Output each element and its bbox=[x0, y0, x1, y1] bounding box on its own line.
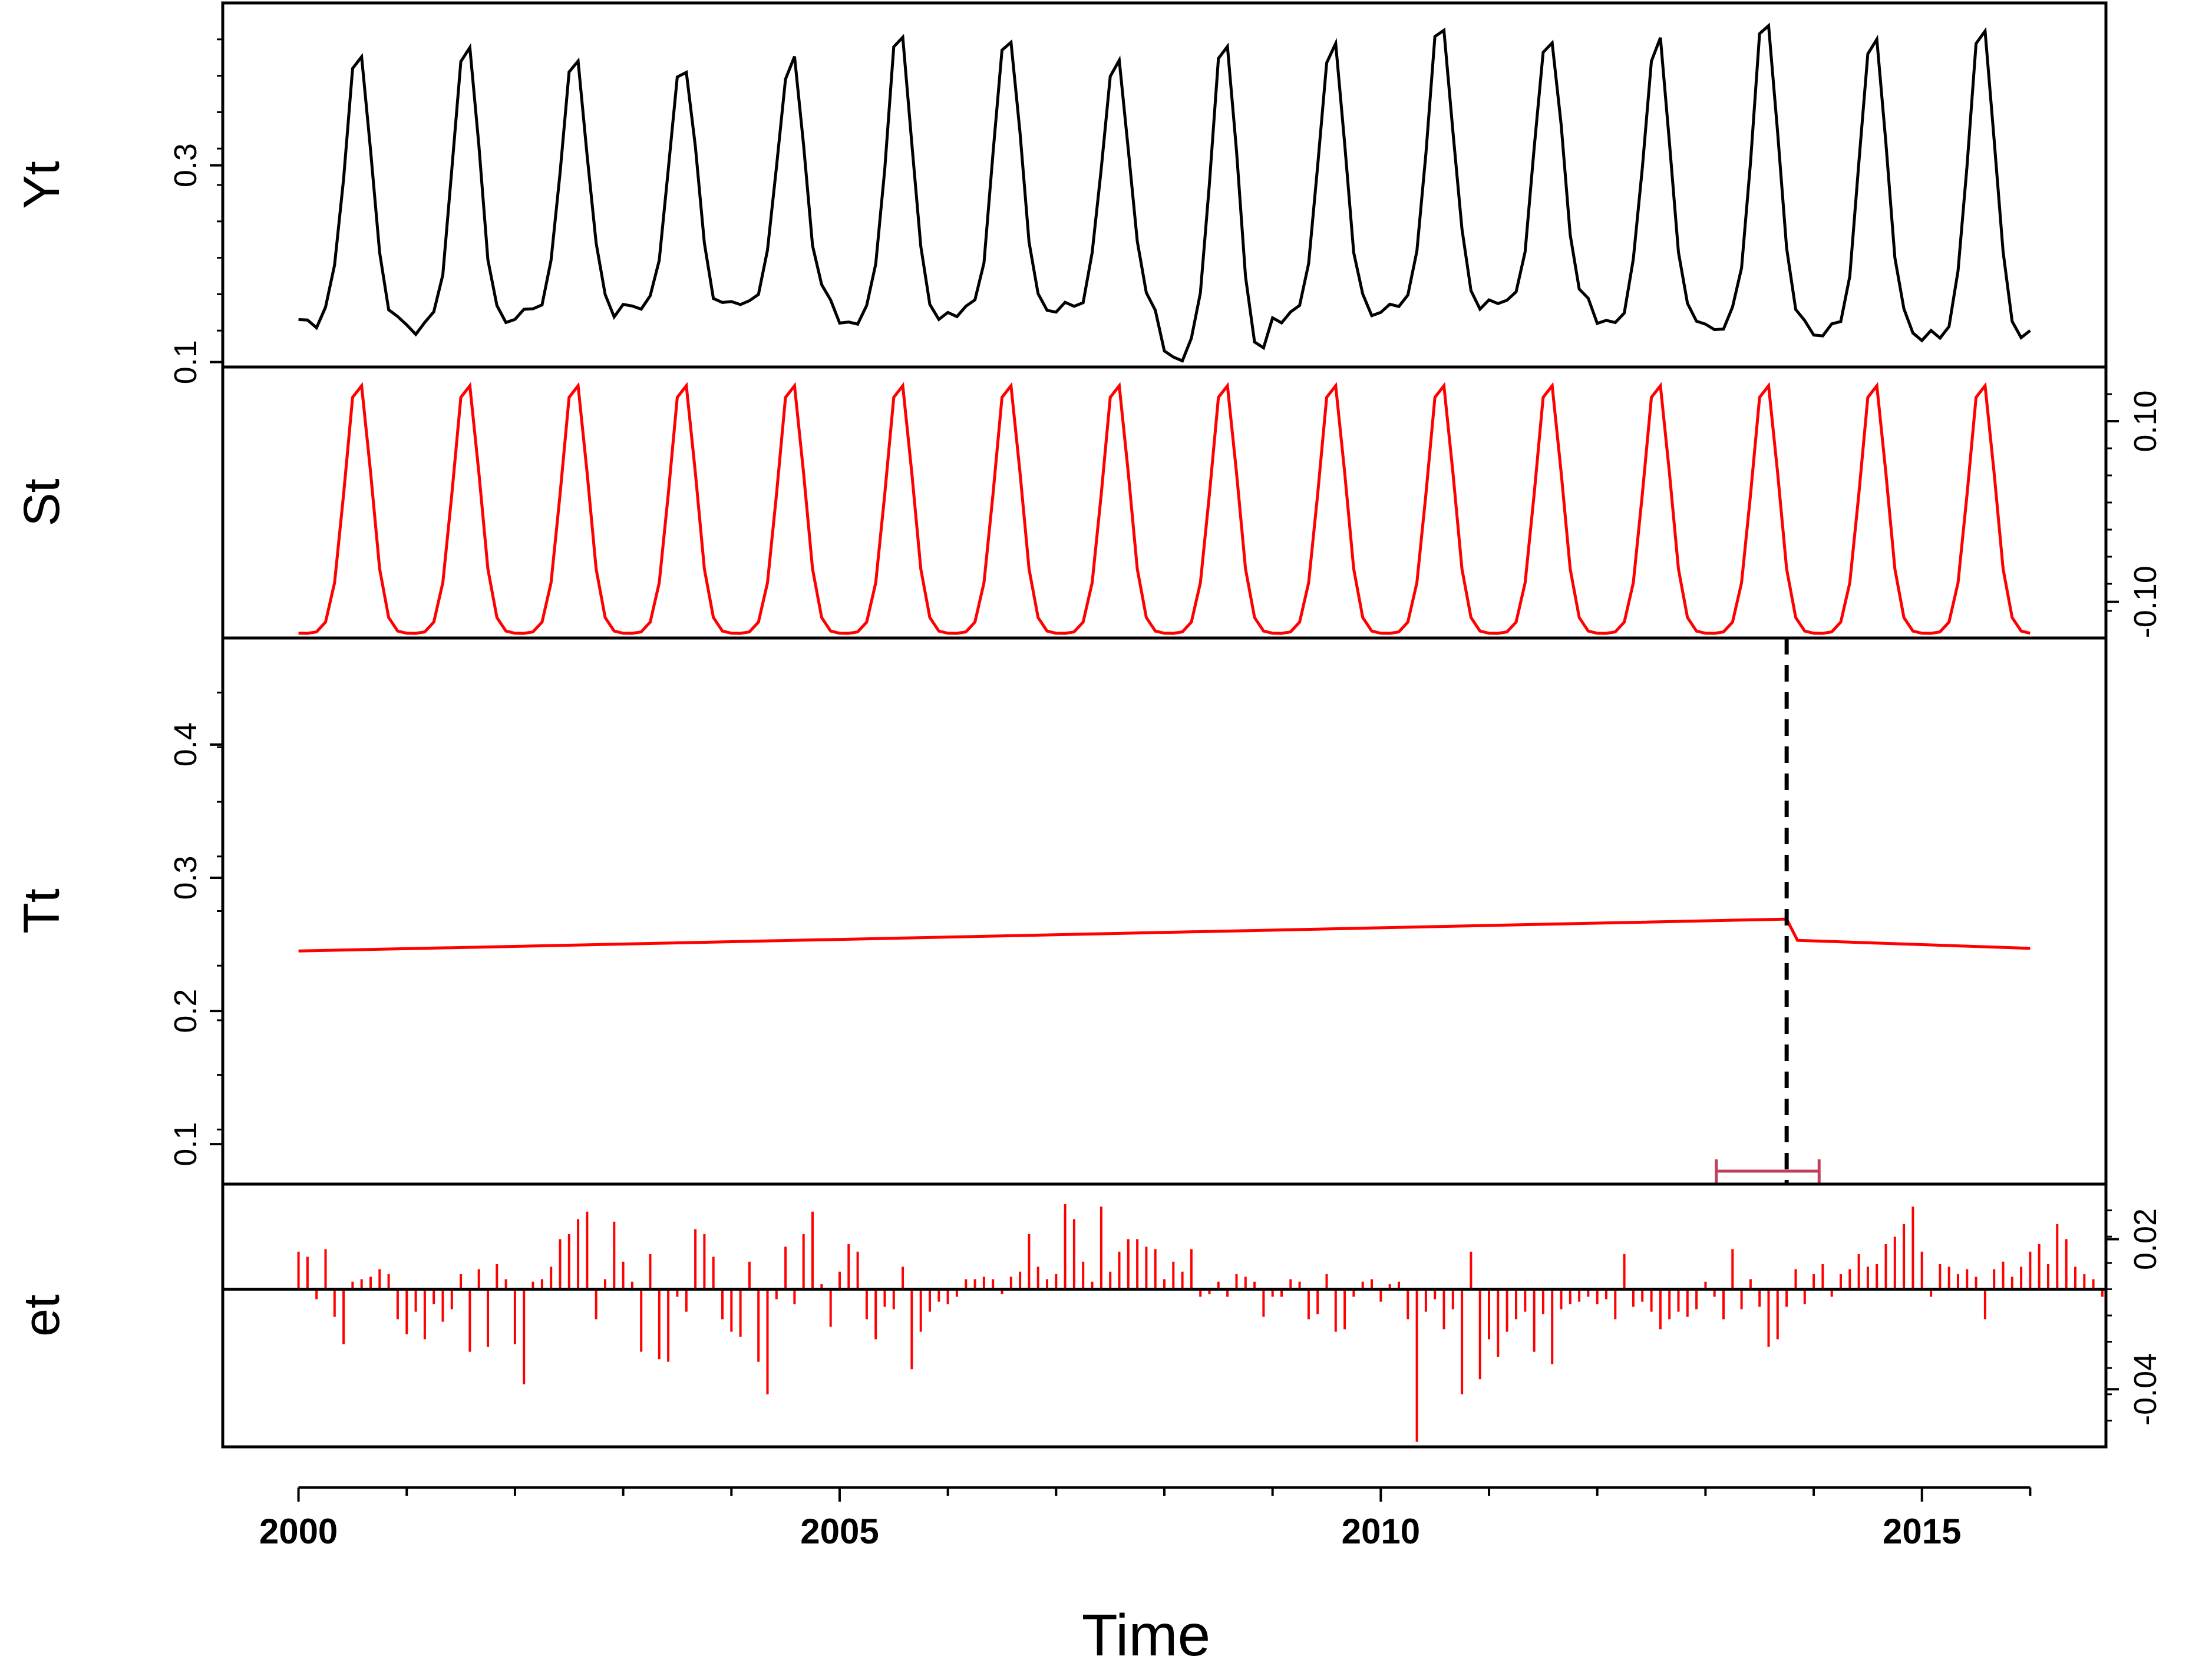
y-tick-label: 0.3 bbox=[168, 143, 203, 187]
panel-tt-ylabel: Tt bbox=[14, 888, 70, 934]
x-axis-title: Time bbox=[1082, 1602, 1211, 1666]
yt-series-line bbox=[298, 22, 2031, 363]
panel-et-frame bbox=[221, 1182, 2108, 1449]
panel-st-frame bbox=[221, 365, 2108, 640]
y-tick-label: 0.02 bbox=[2128, 1208, 2163, 1270]
y-tick-label: 0.3 bbox=[168, 855, 203, 900]
panel-st-ylabel: St bbox=[14, 478, 70, 526]
panel-yt: 0.1 0.3 Yt bbox=[14, 1, 2108, 384]
y-tick-label: 0.1 bbox=[168, 1122, 203, 1166]
panel-et-data bbox=[297, 1204, 2104, 1442]
st-series-line bbox=[298, 382, 2031, 635]
x-tick-label: 2015 bbox=[1883, 1512, 1961, 1551]
panel-yt-ylabel: Yt bbox=[14, 161, 70, 209]
panel-et-ylabel: et bbox=[14, 1294, 70, 1337]
panel-st: -0.10 0.10 St bbox=[14, 365, 2163, 640]
x-tick-label: 2005 bbox=[800, 1512, 879, 1551]
panel-tt-frame bbox=[221, 636, 2108, 1186]
x-tick-label: 2010 bbox=[1342, 1512, 1420, 1551]
y-tick-label: 0.4 bbox=[168, 722, 203, 766]
panel-yt-frame bbox=[221, 1, 2108, 369]
y-tick-label: -0.04 bbox=[2128, 1353, 2163, 1426]
x-axis: 2000 2005 2010 2015 bbox=[259, 1486, 2032, 1551]
panel-tt-data bbox=[298, 917, 2031, 953]
y-tick-label: -0.10 bbox=[2128, 566, 2163, 638]
y-tick-label: 0.2 bbox=[168, 989, 203, 1033]
y-tick-label: 0.1 bbox=[168, 340, 203, 384]
panel-yt-data bbox=[298, 22, 2031, 363]
panel-et: -0.04 0.02 et bbox=[14, 1182, 2163, 1449]
chart-panels: 0.1 0.3 Yt -0.10 0.10 St 0.1 0.2 0.3 0.4 Tt -0.04 0.… bbox=[14, 1, 2163, 1449]
panel-st-data bbox=[298, 382, 2031, 635]
y-tick-label: 0.10 bbox=[2128, 390, 2163, 452]
tt-trend-line bbox=[298, 917, 2031, 953]
x-tick-label: 2000 bbox=[259, 1512, 338, 1551]
panel-tt: 0.1 0.2 0.3 0.4 Tt bbox=[14, 636, 2108, 1186]
